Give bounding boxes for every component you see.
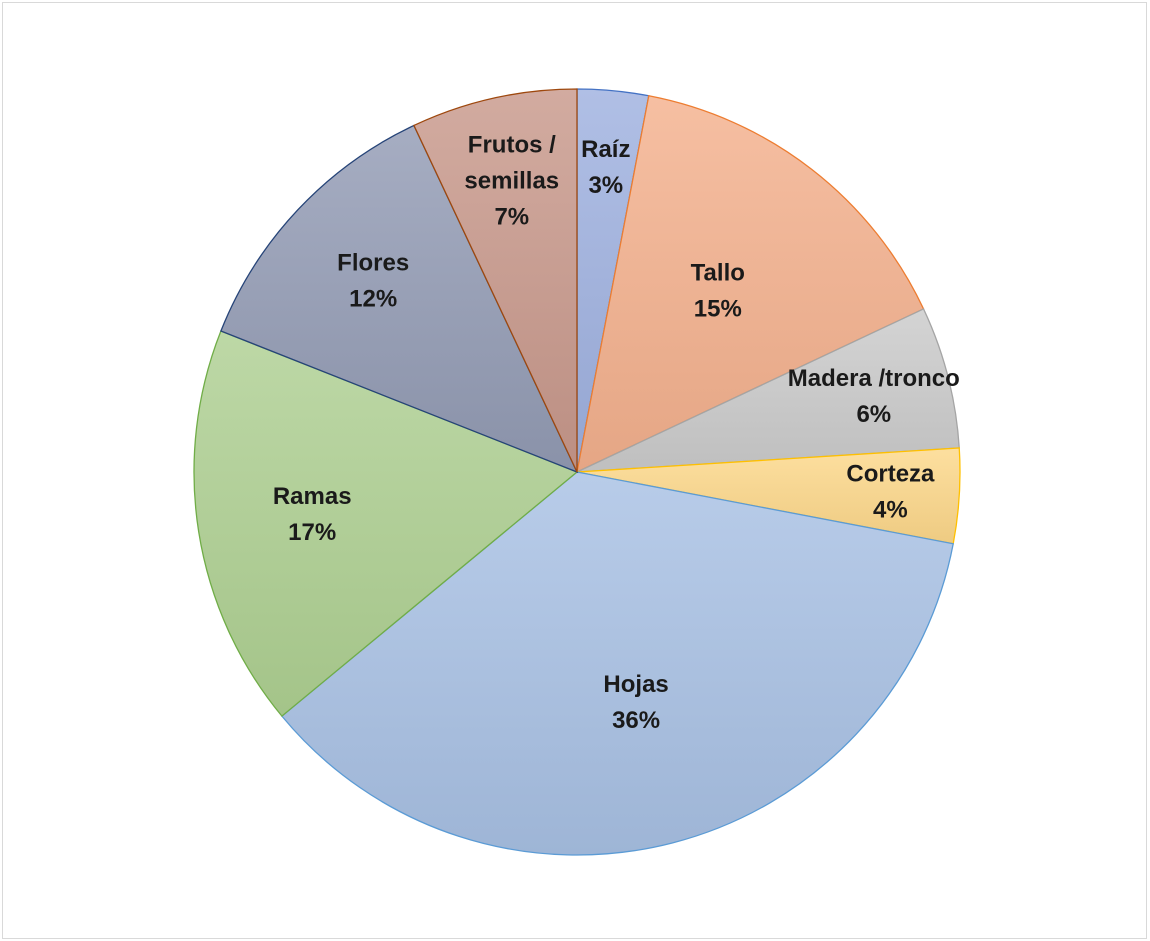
data-label-7: Flores 12% (337, 250, 409, 313)
data-label-5: Hojas 36% (603, 671, 668, 734)
pie-slice-madera-tronco (576, 308, 960, 473)
pie-slice-frutos-semillas (413, 88, 578, 473)
data-label-4: Corteza 4% (846, 461, 935, 524)
pie-slice-tallo (576, 95, 925, 474)
data-label-8: Frutos / semillas 7% (464, 132, 559, 231)
pie-slice-ramas (193, 330, 579, 718)
pie-slice-hojas (280, 471, 954, 856)
pie-slice-flores (220, 124, 579, 474)
data-label-2: Tallo 15% (691, 259, 745, 322)
pie-labels: Raíz 3% Tallo 15% Madera /tronco 6% Corteza 4% H… (273, 132, 960, 735)
pie-slices (193, 88, 961, 856)
data-label-1: Raíz 3% (581, 136, 630, 199)
data-label-3: Madera /tronco 6% (788, 365, 960, 428)
data-label-6: Ramas 17% (273, 483, 352, 546)
